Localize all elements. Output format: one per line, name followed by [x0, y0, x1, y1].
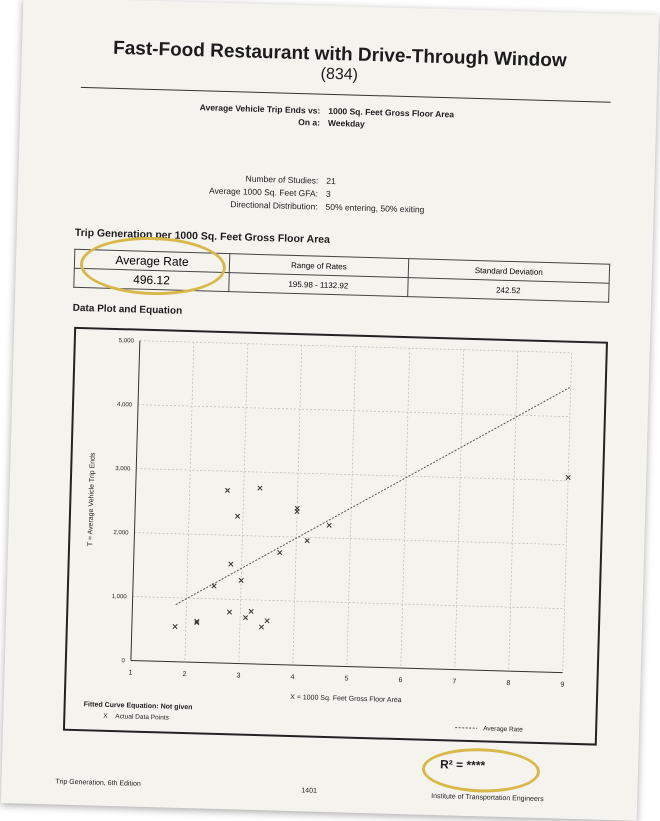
data-point — [248, 608, 254, 615]
grid-line-vertical — [562, 352, 573, 673]
grid-line-vertical — [292, 345, 303, 666]
footer-publisher: Institute of Transportation Engineers — [431, 792, 544, 804]
data-point — [242, 615, 249, 621]
data-plot-heading: Data Plot and Equation — [72, 302, 183, 317]
grid-line-horizontal — [134, 532, 567, 546]
y-tick-label: 2,000 — [113, 530, 129, 536]
r-squared: R² = **** — [440, 757, 485, 772]
y-tick-label: 5,000 — [119, 338, 135, 344]
data-point — [194, 618, 200, 625]
r-squared-label: R² — [439, 757, 453, 772]
y-tick-label: 4,000 — [117, 402, 133, 408]
legend-points-marker: X — [103, 713, 108, 720]
grid-line-horizontal — [139, 340, 572, 354]
data-point — [326, 522, 332, 528]
legend-line-sample — [455, 727, 478, 729]
trip-ends-value: 1000 Sq. Feet Gross Floor Area — [328, 105, 455, 120]
x-tick-label: 2 — [182, 671, 186, 678]
range-value: 195.98 - 1132.92 — [228, 272, 408, 297]
x-tick-label: 7 — [452, 679, 456, 686]
data-point — [234, 513, 241, 519]
grid-line-horizontal — [132, 596, 565, 609]
y-axis — [130, 340, 141, 661]
data-point — [294, 505, 300, 511]
y-tick-label: 3,000 — [115, 466, 131, 472]
directional-value: 50% entering, 50% exiting — [325, 201, 425, 215]
grid-line-vertical — [508, 351, 519, 672]
x-tick-label: 5 — [344, 676, 348, 683]
data-point — [257, 485, 263, 491]
plot-frame: 1 2 3 4 5 6 7 8 9 0 1,000 2,000 3,000 4,000 5,000 X = 1… — [62, 326, 608, 746]
data-point — [565, 474, 571, 481]
legend-points-label: Actual Data Points — [115, 713, 169, 722]
grid-line-horizontal — [138, 404, 570, 418]
x-tick-label: 3 — [236, 672, 240, 679]
grid-line-vertical — [454, 349, 465, 670]
y-tick-label: 0 — [121, 658, 125, 664]
x-tick-label: 9 — [560, 682, 564, 689]
footer-edition: Trip Generation, 6th Edition — [55, 778, 141, 788]
data-point — [304, 538, 310, 544]
grid-line-vertical — [346, 346, 357, 667]
x-axis-label: X = 1000 Sq. Feet Gross Floor Area — [290, 694, 402, 704]
r-squared-value: = **** — [455, 757, 486, 773]
data-point — [228, 561, 234, 567]
data-point — [226, 609, 233, 615]
scatter-chart: 1 2 3 4 5 6 7 8 9 0 1,000 2,000 3,000 4,000 5,000 X = 1… — [87, 338, 573, 734]
data-point — [172, 623, 178, 630]
data-point — [194, 620, 200, 626]
data-point — [277, 550, 283, 556]
data-point — [264, 618, 270, 624]
x-tick-label: 4 — [290, 674, 294, 681]
average-rate-line — [175, 386, 571, 606]
grid-line-vertical — [400, 348, 411, 669]
y-tick-label: 1,000 — [112, 594, 128, 600]
data-point — [238, 577, 244, 583]
x-axis — [130, 660, 563, 674]
period-value: Weekday — [327, 117, 365, 129]
x-tick-label: 6 — [398, 677, 402, 684]
legend-line-label: Average Rate — [483, 725, 523, 733]
footer-page-number: 1401 — [301, 787, 317, 795]
grid-line-horizontal — [136, 468, 569, 482]
data-point — [211, 583, 217, 589]
avg-gfa-value: 3 — [325, 188, 331, 199]
grid-line-vertical — [184, 342, 195, 663]
x-tick-label: 1 — [128, 669, 132, 676]
studies-value: 21 — [326, 175, 336, 187]
x-tick-label: 8 — [506, 680, 510, 687]
data-point — [224, 487, 231, 493]
grid-line-vertical — [238, 343, 249, 664]
y-axis-label: T = Average Vehicle Trip Ends — [87, 452, 97, 546]
data-point — [258, 624, 265, 630]
